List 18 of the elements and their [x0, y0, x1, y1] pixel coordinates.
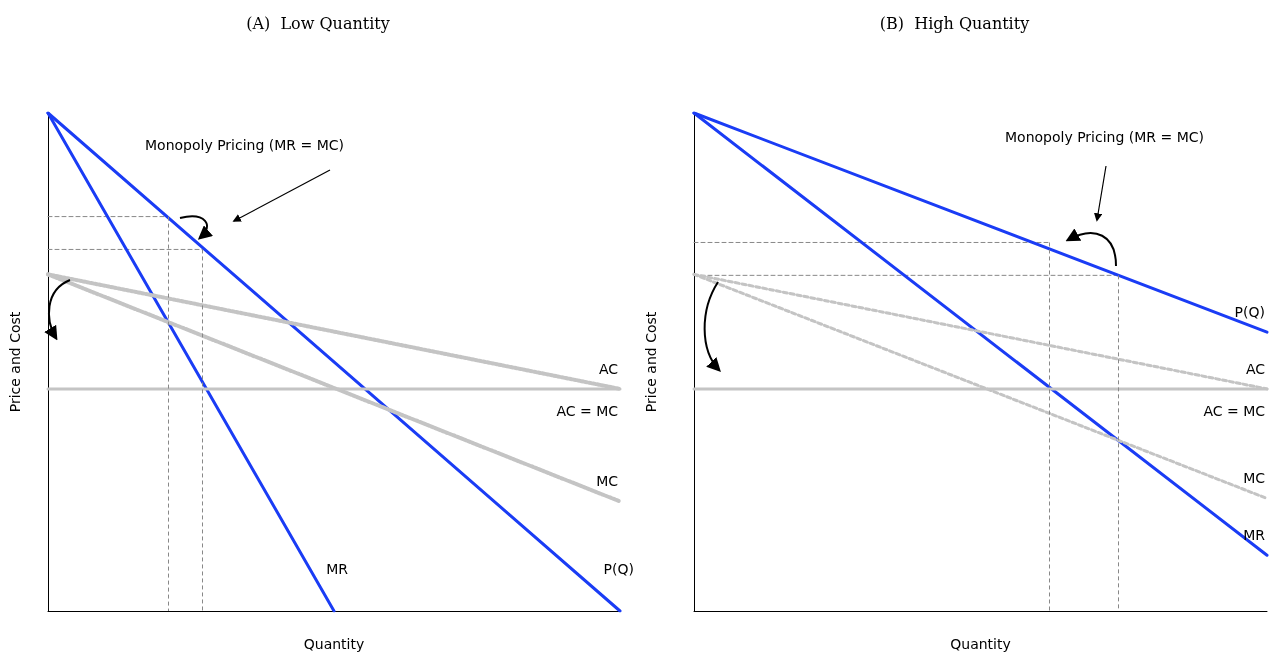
series-label: P(Q)	[603, 561, 634, 577]
y-axis-title: Price and Cost	[7, 311, 23, 413]
series-label: AC	[598, 360, 619, 377]
y-axis-title: Price and Cost	[643, 311, 659, 413]
series-label: P(Q)	[1234, 304, 1265, 321]
chart-title: (A) Low Quantity	[246, 13, 390, 33]
x-axis-title: Quantity	[950, 636, 1011, 652]
series-label: MR	[326, 561, 349, 577]
chart-title: (B) High Quantity	[879, 13, 1030, 33]
annotation: Monopoly Pricing (MR = MC)	[145, 137, 345, 153]
annotation: Monopoly Pricing (MR = MC)	[1005, 129, 1205, 145]
x-axis-title: Quantity	[303, 636, 365, 652]
series-label: MC	[1243, 470, 1266, 487]
series-label: AC = MC	[556, 402, 619, 419]
series-label: MR	[1243, 527, 1266, 544]
series-label: AC = MC	[1203, 402, 1266, 419]
series-label: AC	[1245, 360, 1266, 377]
series-label: MC	[596, 473, 619, 490]
